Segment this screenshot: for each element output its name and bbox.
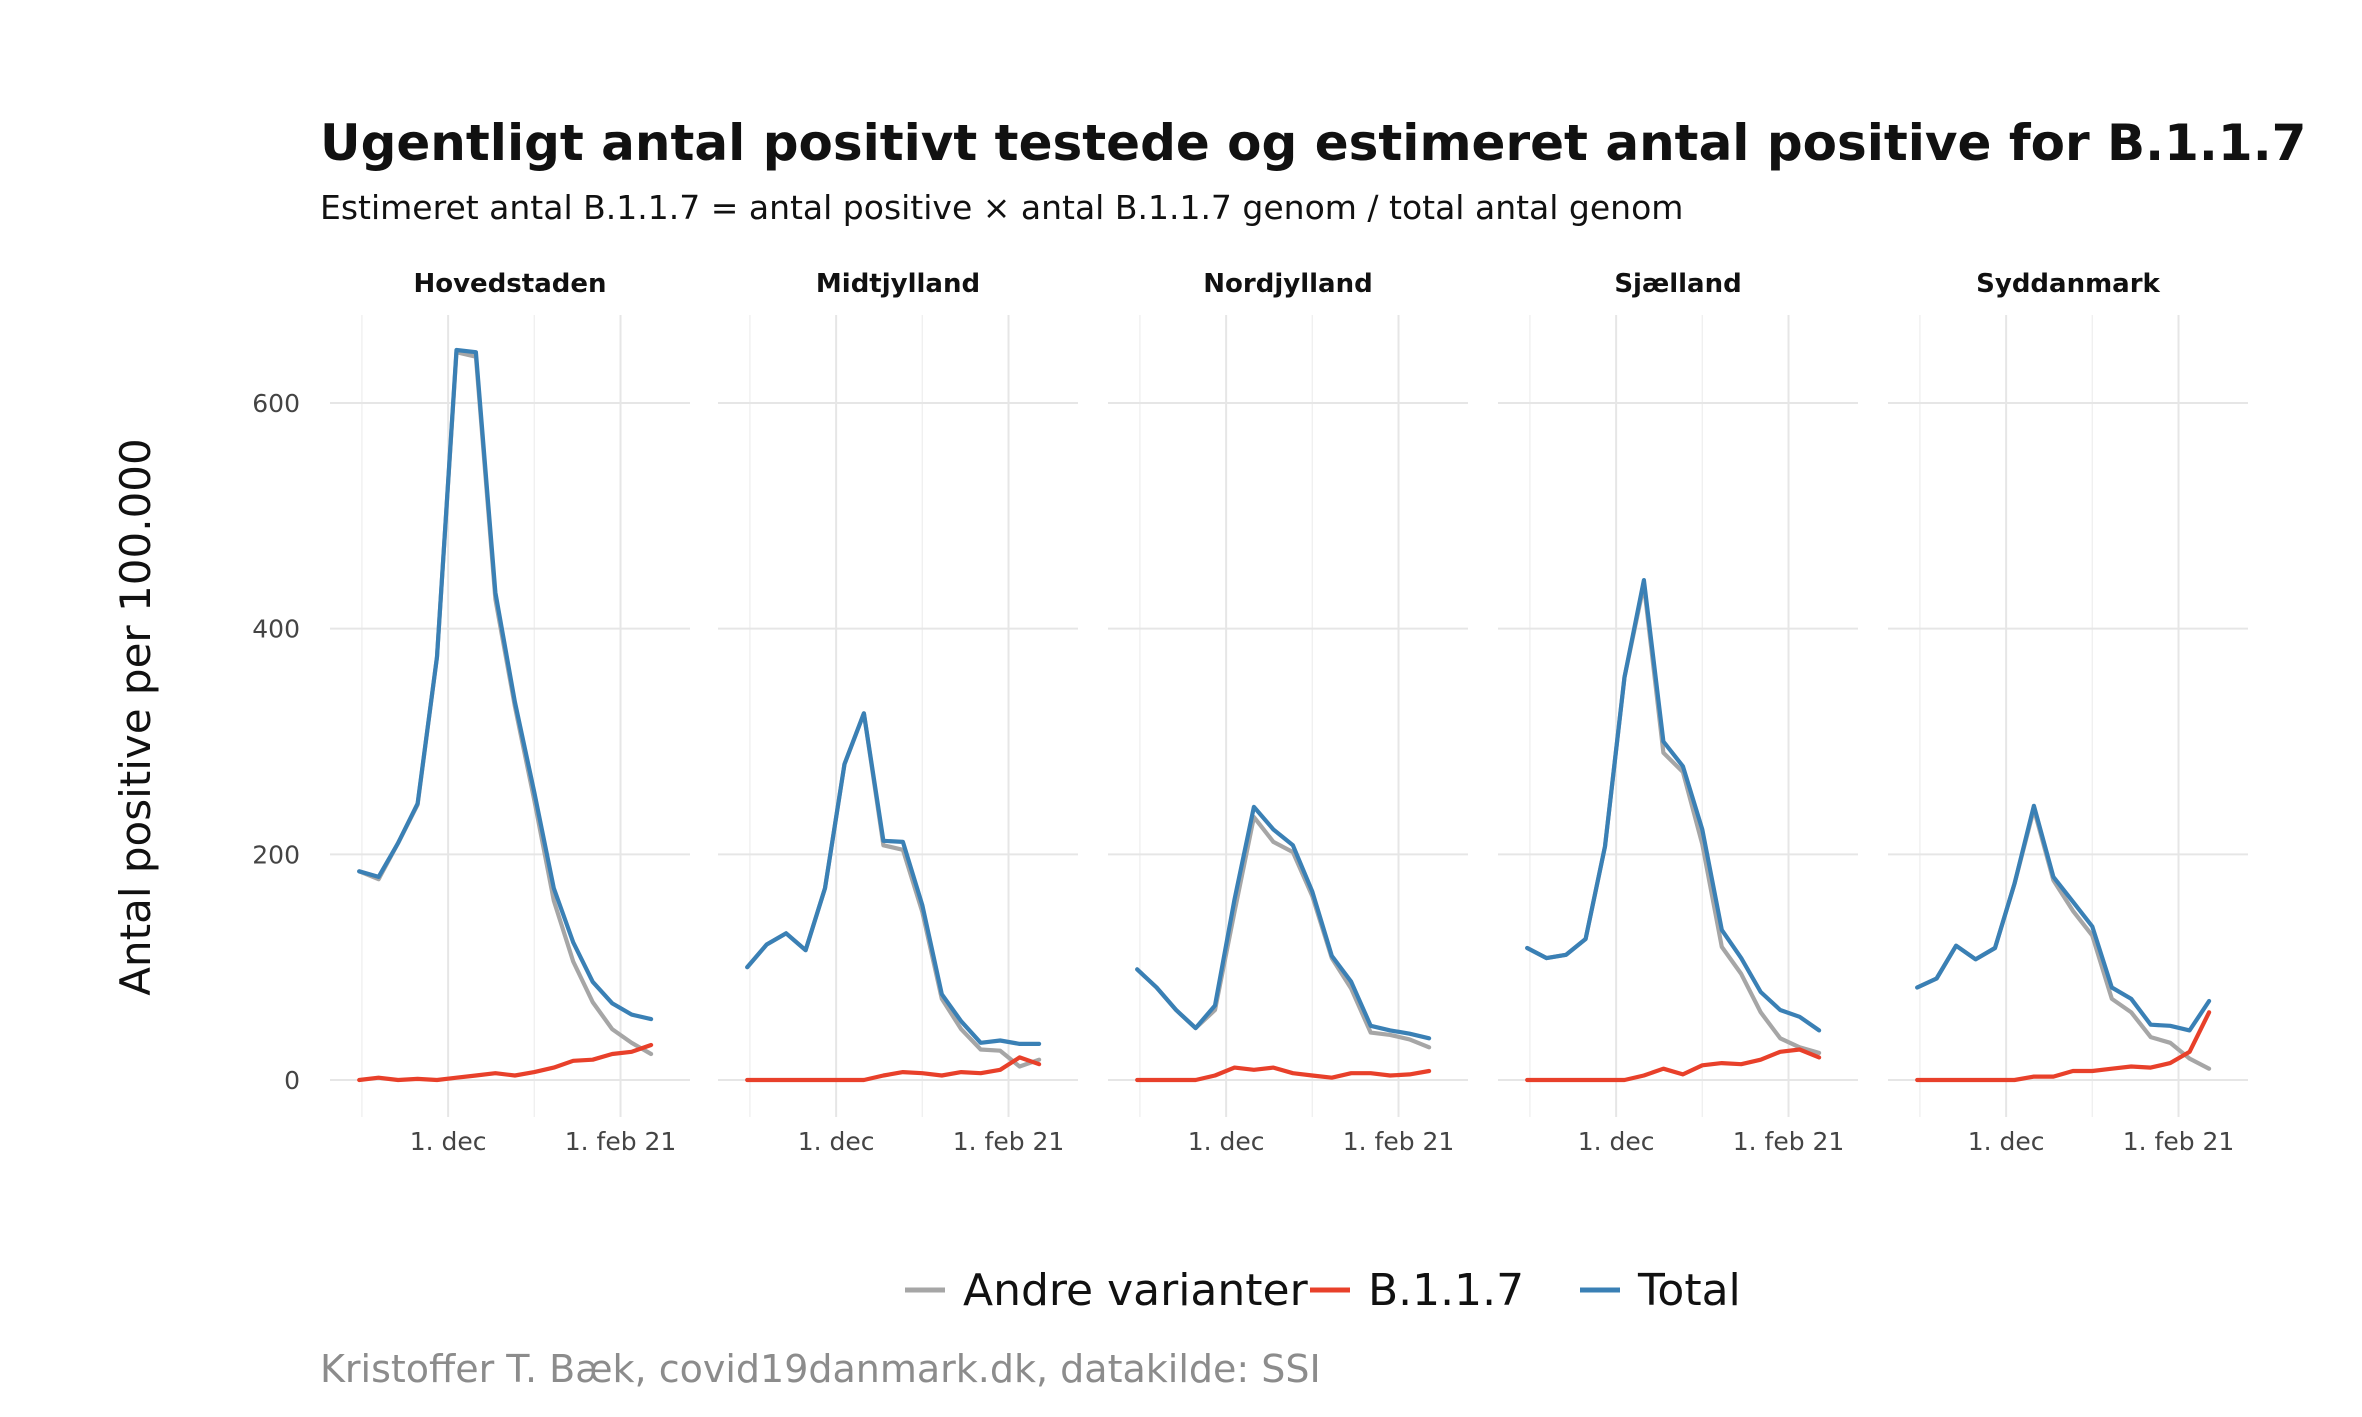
series-line-andre (1525, 582, 1822, 1056)
facet-label: Sjælland (1614, 269, 1741, 299)
facet-nordjylland: Nordjylland 1. dec 1. feb 21 (1108, 269, 1468, 1156)
facet-label: Nordjylland (1203, 269, 1372, 299)
legend-item-total: Total (1580, 1265, 1741, 1316)
x-tick-label: 1. dec (1968, 1127, 2045, 1156)
series-line-total (357, 347, 654, 1022)
x-tick-label: 1. feb 21 (953, 1127, 1065, 1156)
legend: Andre varianter B.1.1.7 Total (905, 1265, 1741, 1316)
series-line-total (1135, 804, 1432, 1041)
series-line-b117 (745, 1055, 1042, 1083)
facet-label: Midtjylland (816, 269, 980, 299)
legend-label: Andre varianter (963, 1265, 1309, 1316)
facet-midtjylland: Midtjylland 1. dec 1. feb 21 (718, 269, 1078, 1156)
y-tick-label: 0 (284, 1066, 300, 1095)
legend-item-andre: Andre varianter (905, 1265, 1309, 1316)
series-line-b117 (357, 1042, 654, 1083)
facet-label: Hovedstaden (413, 269, 606, 299)
x-tick-label: 1. dec (1188, 1127, 1265, 1156)
y-axis-label: Antal positive per 100.000 (111, 438, 160, 995)
x-tick-label: 1. feb 21 (1733, 1127, 1845, 1156)
legend-item-b117: B.1.1.7 (1310, 1265, 1524, 1316)
x-tick-label: 1. dec (410, 1127, 487, 1156)
x-tick-label: 1. dec (1578, 1127, 1655, 1156)
y-tick-label: 600 (252, 389, 300, 418)
x-tick-label: 1. dec (798, 1127, 875, 1156)
y-tick-label: 200 (252, 840, 300, 869)
series-line-andre (357, 350, 654, 1057)
series-line-b117 (1135, 1065, 1432, 1083)
series-line-total (1915, 803, 2212, 1033)
y-tick-label: 400 (252, 615, 300, 644)
x-tick-label: 1. feb 21 (1343, 1127, 1455, 1156)
facet-syddanmark: Syddanmark 1. dec 1. feb 21 (1888, 269, 2248, 1156)
series-line-andre (745, 711, 1042, 1069)
chart-title: Ugentligt antal positivt testede og esti… (320, 114, 2306, 172)
chart-subtitle: Estimeret antal B.1.1.7 = antal positive… (320, 188, 1683, 227)
caption: Kristoffer T. Bæk, covid19danmark.dk, da… (320, 1347, 1321, 1391)
x-tick-label: 1. feb 21 (2123, 1127, 2235, 1156)
facet-label: Syddanmark (1976, 269, 2160, 299)
series-line-andre (1915, 807, 2212, 1071)
facet-panels: Hovedstaden 1. dec 1. feb 21 0 200 400 600 Midt… (252, 269, 2248, 1156)
series-line-b117 (1915, 1010, 2212, 1083)
legend-label: Total (1637, 1265, 1741, 1316)
series-line-total (1525, 577, 1822, 1033)
series-line-total (745, 711, 1042, 1047)
x-tick-label: 1. feb 21 (565, 1127, 677, 1156)
facet-sjælland: Sjælland 1. dec 1. feb 21 (1498, 269, 1858, 1156)
facet-hovedstaden: Hovedstaden 1. dec 1. feb 21 0 200 400 600 (252, 269, 690, 1156)
series-line-b117 (1525, 1047, 1822, 1083)
legend-label: B.1.1.7 (1368, 1265, 1524, 1316)
